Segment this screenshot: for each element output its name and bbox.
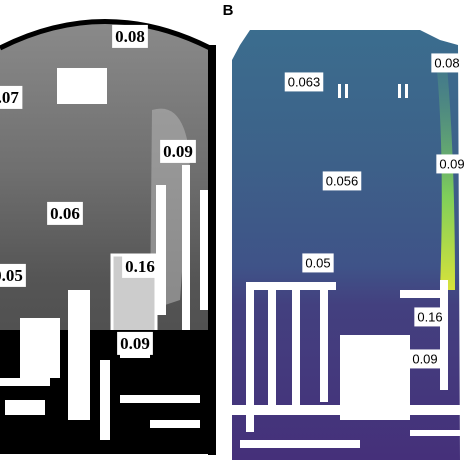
label-box (112, 24, 148, 48)
annotations: 0.08 0.07 0.09 0.06 0.05 0.16 0.09 0.063 0.08 0.0… (0, 24, 468, 369)
label-box (414, 307, 446, 327)
label-box (0, 263, 26, 287)
contour-label: 0.08 (434, 55, 459, 70)
structure (338, 84, 341, 98)
structure (150, 420, 200, 428)
contour-label: 0.056 (326, 173, 359, 188)
wall (208, 45, 216, 455)
contour-label: 0.063 (288, 74, 321, 89)
label-box (322, 171, 362, 191)
structure (246, 282, 254, 432)
panel-a (0, 19, 216, 455)
label-box (160, 139, 196, 163)
label-box (117, 331, 153, 355)
structure (68, 290, 90, 420)
floor (0, 440, 216, 454)
structure (268, 282, 276, 412)
contour-label: 0.09 (120, 334, 150, 353)
structure (398, 84, 401, 98)
label-box (122, 254, 158, 278)
label-box (47, 201, 83, 225)
structure (320, 282, 328, 402)
structure (57, 68, 107, 104)
label-box (409, 349, 441, 369)
contour-label: 0.07 (0, 88, 19, 107)
structure (156, 185, 166, 315)
structure (410, 430, 460, 436)
label-box (284, 72, 324, 92)
structure (345, 84, 348, 98)
structure (246, 282, 336, 290)
structure (405, 84, 408, 98)
structure (440, 280, 448, 390)
contour-label: 0.16 (125, 257, 155, 276)
structure (182, 165, 190, 345)
panel-label: B (223, 2, 234, 19)
structure (240, 440, 360, 448)
structure (400, 290, 440, 298)
contour-label: 0.06 (50, 204, 80, 223)
label-box (302, 253, 334, 273)
contour-label: 0.09 (163, 142, 193, 161)
contour-label: 0.05 (305, 255, 330, 270)
structure (20, 318, 60, 378)
structure (200, 190, 208, 310)
structure (292, 282, 300, 412)
structure (0, 378, 50, 386)
structure (232, 405, 462, 415)
dome (0, 19, 212, 51)
contour-label: 0.16 (417, 309, 442, 324)
contour-label: 0.09 (439, 156, 464, 171)
label-box (436, 154, 468, 174)
structure (5, 400, 45, 415)
contour-label: 0.09 (412, 351, 437, 366)
structure (120, 395, 200, 403)
label-box (0, 85, 23, 109)
structure (100, 360, 110, 440)
panel-b: B (223, 2, 462, 460)
contour-label: 0.05 (0, 266, 23, 285)
label-box (431, 53, 463, 73)
contour-label: 0.08 (115, 27, 145, 46)
